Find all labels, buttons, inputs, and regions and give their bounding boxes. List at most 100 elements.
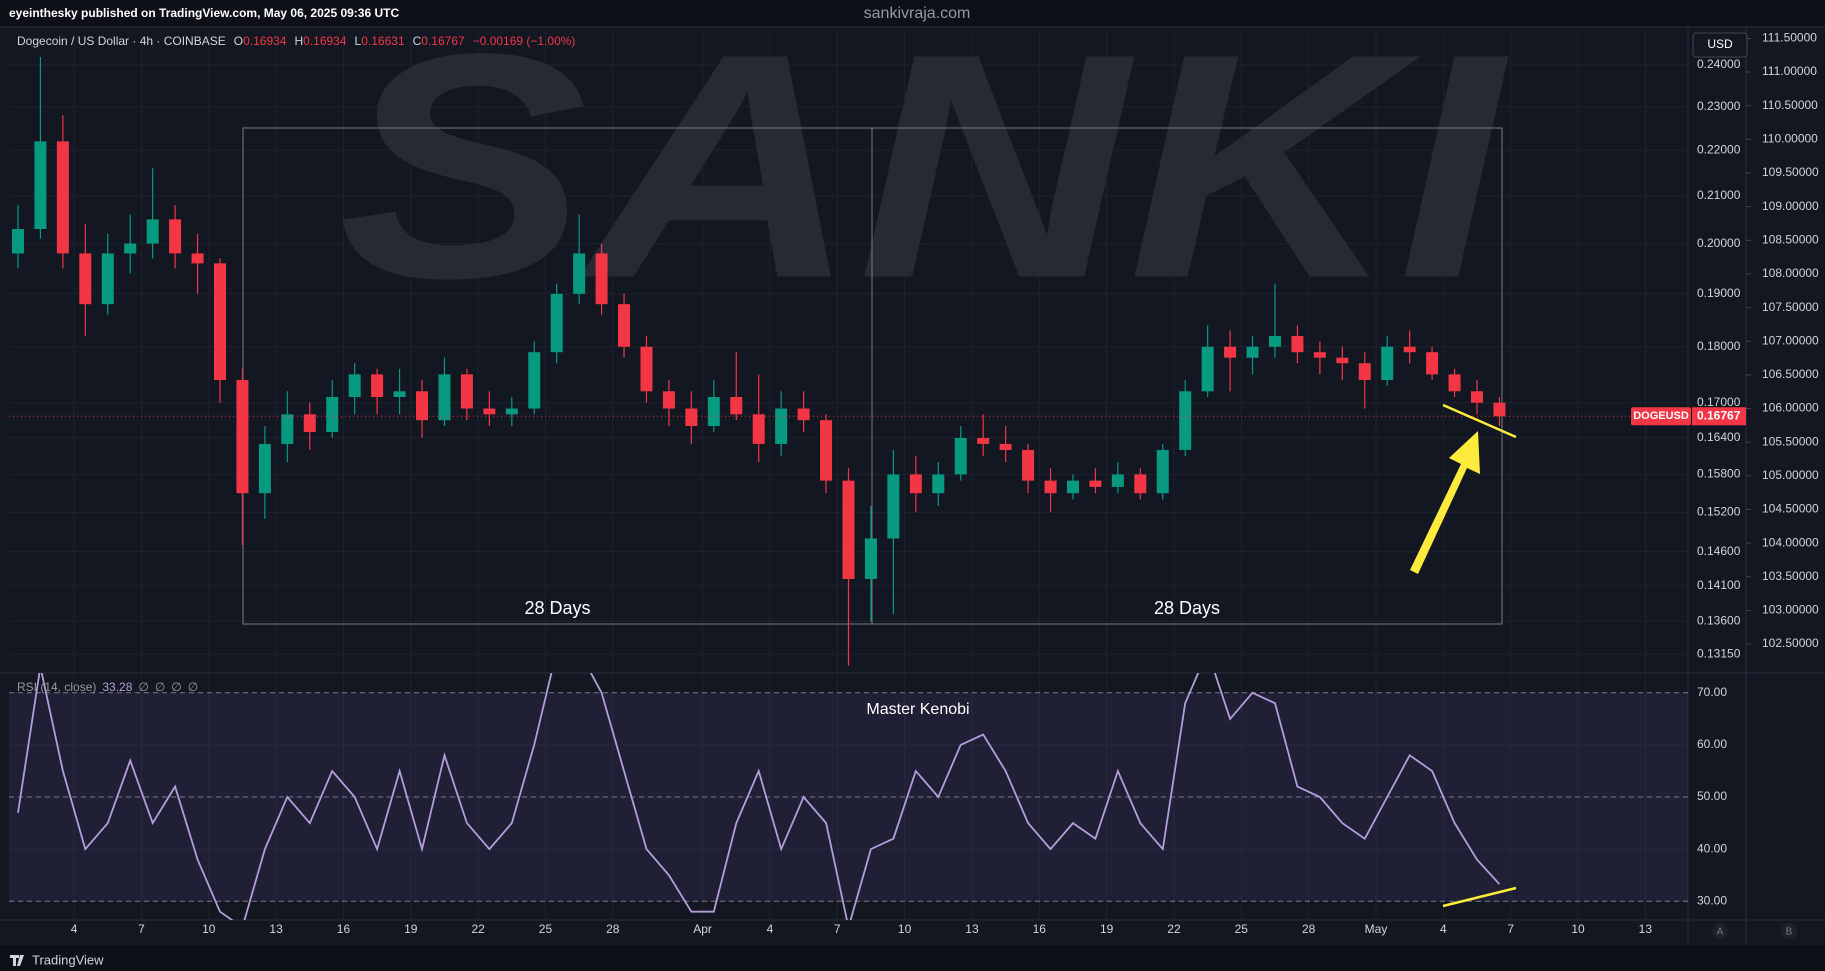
x-tick-label: 19 [1100, 922, 1114, 936]
logo [10, 955, 24, 966]
y2-tick-label: 110.50000 [1762, 98, 1818, 112]
candle-body [752, 414, 765, 444]
candle-body [1179, 391, 1192, 450]
y-tick-label: 0.18000 [1697, 339, 1741, 353]
candle-body [1089, 480, 1102, 487]
y-tick-label: 0.15200 [1697, 505, 1741, 519]
y2-tick-label: 104.00000 [1762, 535, 1819, 549]
y2-tick-label: 106.50000 [1762, 367, 1819, 381]
candle-body [999, 443, 1012, 450]
x-tick-label: 16 [337, 922, 351, 936]
x-tick-label: 10 [1571, 922, 1585, 936]
candle-body [842, 480, 855, 579]
candle-body [79, 253, 92, 305]
rsi-value: ∅ [138, 680, 148, 694]
axes: 0.24000 0.23000 0.22000 0.21000 0.20000 0.190… [71, 31, 1819, 937]
change: −0.00169 (−1.00%) [473, 34, 576, 48]
y2-tick-label: 107.00000 [1762, 333, 1819, 347]
symbol: Dogecoin / US Dollar · 4h · COINBASE [17, 34, 226, 48]
x-tick-label: Apr [693, 922, 712, 936]
y2-tick-label: 102.50000 [1762, 636, 1819, 650]
candle-body [326, 396, 339, 432]
candle-body [393, 391, 406, 397]
rsi-legend: RSI (14, close) 33.28 ∅ ∅ ∅ ∅ [17, 680, 198, 694]
y-tick-label: 70.00 [1697, 685, 1727, 699]
y-tick-label: 0.23000 [1697, 99, 1741, 113]
candle-body [662, 391, 675, 409]
candle-body [595, 253, 608, 305]
candle-body [1111, 474, 1124, 487]
axis-button[interactable] [1712, 923, 1728, 939]
candle-body [977, 437, 990, 444]
ohlc-value: 0.16934 [243, 34, 287, 48]
price-label: 0.16767 [1697, 408, 1741, 422]
x-tick-label: 22 [1167, 922, 1181, 936]
candle-body [909, 474, 922, 494]
candle-body [11, 229, 24, 254]
y2-tick-label: 111.50000 [1762, 31, 1817, 45]
y2-tick-label: 105.50000 [1762, 434, 1819, 448]
y-tick-label: 0.14100 [1697, 578, 1741, 592]
candle-body [1201, 346, 1214, 392]
rsi-value: ∅ [171, 680, 181, 694]
candle-body [864, 538, 877, 579]
candle-body [483, 408, 496, 415]
candle-body [438, 374, 451, 421]
y2-tick-label: 105.00000 [1762, 468, 1819, 482]
candle-body [1268, 335, 1281, 347]
price-pane: 28 Days 28 Days [9, 56, 1688, 666]
candle-body [281, 414, 294, 444]
x-tick-label: 7 [138, 922, 145, 936]
y2-tick-label: 109.00000 [1762, 199, 1819, 213]
rsi-value: ∅ [155, 680, 165, 694]
candle-body [730, 396, 743, 415]
x-tick-label: 28 [606, 922, 620, 936]
candle-body [213, 263, 226, 380]
axis-button[interactable] [1781, 923, 1797, 939]
x-tick-label: 22 [471, 922, 485, 936]
y-tick-label: 30.00 [1697, 893, 1727, 907]
candle-body [1336, 357, 1349, 364]
y2-tick-label: 108.00000 [1762, 266, 1819, 280]
site: sankivraja.com [864, 5, 971, 22]
x-tick-label: 28 [1302, 922, 1316, 936]
ohlc-key: O [234, 34, 243, 48]
x-tick-label: May [1365, 922, 1388, 936]
candle-body [1291, 335, 1304, 353]
candle-body [954, 437, 967, 475]
currency-button[interactable] [1692, 32, 1748, 58]
y2-tick-label: 108.50000 [1762, 232, 1819, 246]
currency[interactable]: USD [1707, 37, 1733, 51]
candle-body [1426, 352, 1439, 375]
x-tick-label: 10 [898, 922, 912, 936]
watermark: SANKI [338, 0, 1509, 345]
axis-button-label[interactable]: B [1786, 927, 1793, 938]
axis-button-label[interactable]: A [1717, 927, 1724, 938]
y-tick-label: 0.20000 [1697, 236, 1741, 250]
x-tick-label: 7 [1507, 922, 1514, 936]
ohlc-value: 0.16631 [361, 34, 405, 48]
x-tick-label: 13 [965, 922, 979, 936]
candle-body [56, 141, 69, 254]
rsi-name: RSI (14, close) [17, 680, 96, 694]
y-tick-label: 0.16400 [1697, 430, 1741, 444]
ohlc-key: C [413, 34, 422, 48]
candle-body [101, 253, 114, 305]
price-tag-bg [1631, 407, 1691, 426]
candle-body [618, 304, 631, 347]
y-tick-label: 0.15800 [1697, 467, 1741, 481]
candle-body [348, 374, 361, 397]
rsi-pane [17, 673, 1517, 920]
y-tick-label: 0.22000 [1697, 142, 1741, 156]
candle-body [640, 346, 653, 392]
candle-body [820, 420, 833, 481]
y2-tick-label: 103.50000 [1762, 569, 1819, 583]
candle-body [797, 408, 810, 421]
candle-body [685, 408, 698, 427]
x-tick-label: 10 [202, 922, 216, 936]
ohlc-key: L [355, 34, 362, 48]
range-label: 28 Days [1154, 598, 1220, 618]
candle-body [258, 443, 271, 494]
rsi-value: 33.28 [102, 680, 132, 694]
candle-body [236, 379, 249, 494]
